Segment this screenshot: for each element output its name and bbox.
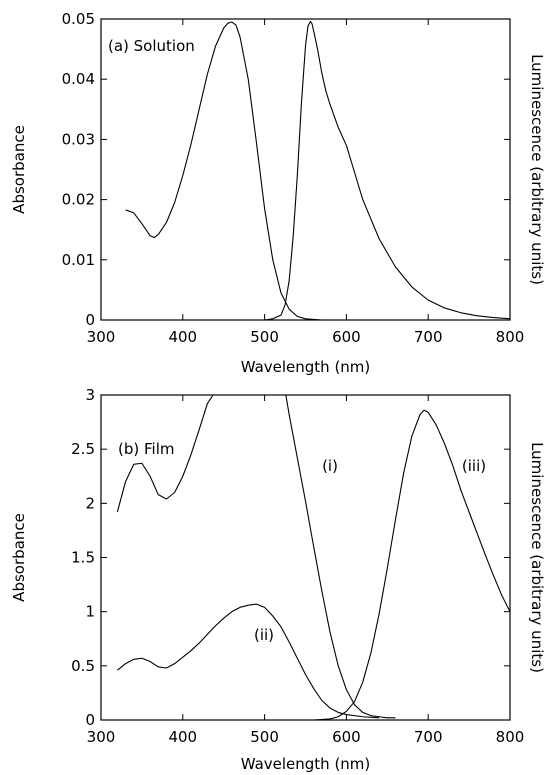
series-label: (i)	[322, 457, 338, 475]
series-line-3	[297, 409, 510, 720]
y-tick-label: 0	[85, 311, 95, 329]
y-tick-label: 0.05	[62, 10, 95, 28]
y-axis-label-right: Luminescence (arbitrary units)	[528, 54, 546, 285]
chart-panel-b: 300 400 500 600 700 800 0 0.5 1 1.5 2 2.5 3 Wavelengt…	[10, 386, 546, 773]
series-line-1	[125, 21, 322, 321]
y-tick-label: 3	[85, 386, 95, 404]
series-label: (iii)	[462, 457, 486, 475]
y-tick-label: 0.01	[62, 251, 95, 269]
y-axis-label: Absorbance	[10, 513, 28, 602]
x-tick-label: 300	[87, 328, 116, 346]
plot-frame	[100, 18, 511, 321]
x-axis-label: Wavelength (nm)	[241, 755, 371, 773]
x-tick-label: 600	[332, 328, 361, 346]
y-tick-label: 0.03	[62, 130, 95, 148]
series-line-2	[264, 20, 511, 321]
x-tick-label: 700	[414, 728, 443, 746]
y-tick-label: 0	[85, 711, 95, 729]
y-tick-label: 1	[85, 603, 95, 621]
series-label: (ii)	[254, 626, 274, 644]
y-tick-label: 2	[85, 494, 95, 512]
x-axis-label: Wavelength (nm)	[241, 358, 371, 376]
x-tick-label: 400	[168, 728, 197, 746]
x-tick-label: 500	[250, 728, 279, 746]
y-axis-label: Absorbance	[10, 125, 28, 214]
x-tick-label: 800	[496, 728, 525, 746]
y-tick-label: 1.5	[71, 549, 95, 567]
series-line-1	[116, 395, 396, 719]
panel-annotation: (a) Solution	[108, 37, 195, 55]
y-tick-label: 0.02	[62, 191, 95, 209]
series-line-2	[117, 603, 380, 719]
x-tick-label: 400	[168, 328, 197, 346]
chart-panel-a: 300 400 500 600 700 800 0 0.01 0.02 0.03 0.04 0.05 W…	[10, 10, 546, 376]
panel-annotation: (b) Film	[118, 440, 174, 458]
y-tick-label: 0.5	[71, 657, 95, 675]
x-tick-label: 800	[496, 328, 525, 346]
y-tick-label: 0.04	[62, 70, 95, 88]
y-axis-label-right: Luminescence (arbitrary units)	[528, 442, 546, 673]
x-tick-label: 300	[87, 728, 116, 746]
x-tick-label: 600	[332, 728, 361, 746]
x-tick-label: 500	[250, 328, 279, 346]
y-tick-label: 2.5	[71, 440, 95, 458]
x-tick-label: 700	[414, 328, 443, 346]
